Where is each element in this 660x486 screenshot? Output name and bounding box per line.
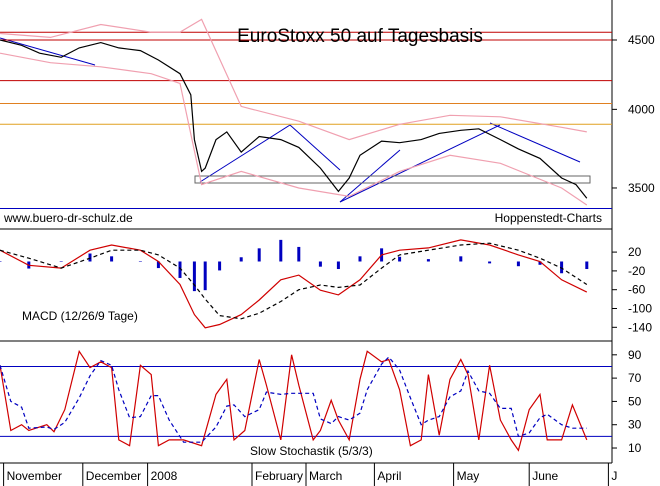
y-tick-label: 4500 [628,33,655,47]
histogram-bar [516,261,520,267]
histogram-bar [279,239,283,262]
histogram-bar [218,261,222,271]
trend-line [489,122,581,163]
histogram-bar [538,261,542,265]
x-tick-label: November [7,469,62,483]
series-line [0,242,588,320]
histogram-bar [585,261,589,270]
x-tick-label: J [611,469,617,483]
annotation: Hoppenstedt-Charts [495,211,602,225]
x-tick-label: 2008 [151,469,178,483]
y-tick-label: 90 [628,348,642,362]
x-tick-label: December [86,469,141,483]
histogram-bar [138,261,142,262]
annotation: www.buero-dr-schulz.de [3,211,133,225]
series-line [0,18,587,141]
histogram-bar [156,261,160,269]
y-tick-label: 3500 [628,181,655,195]
support-zone [194,175,591,184]
histogram-bar [297,246,301,262]
y-tick-label: 20 [628,245,642,259]
histogram-bar [560,261,564,274]
panel-label: MACD (12/26/9 Tage) [22,309,138,323]
y-tick-label: 70 [628,371,642,385]
histogram-bar [257,248,261,262]
histogram-bar [358,256,362,262]
histogram-bar [110,256,114,262]
histogram-bar [336,261,340,270]
y-tick-label: 4000 [628,102,655,116]
x-tick-label: May [457,469,480,483]
histogram-bar [318,261,322,267]
x-tick-label: June [532,469,558,483]
x-tick-label: February [255,469,303,483]
y-tick-label: 30 [628,418,642,432]
histogram-bar [459,256,463,262]
histogram-bar [203,261,207,291]
histogram-bar [192,261,196,292]
x-tick-label: April [377,469,401,483]
series-line [0,39,588,199]
series-line [0,356,587,443]
trend-line [199,124,291,183]
trend-line [289,124,341,171]
histogram-bar [59,261,63,262]
y-tick-label: -140 [628,320,652,334]
series-line [0,239,588,329]
panel-label: Slow Stochastik (5/3/3) [250,444,373,458]
series-line [0,349,588,452]
histogram-bar [0,261,2,262]
x-tick-label: March [309,469,342,483]
trend-line [339,124,501,203]
histogram-bar [178,261,182,278]
y-tick-label: -60 [628,283,646,297]
series-line [0,52,588,206]
histogram-bar [398,256,402,262]
chart-title: EuroStoxx 50 auf Tagesbasis [237,26,483,47]
y-tick-label: -20 [628,264,646,278]
trend-line [0,37,96,66]
histogram-bar [88,253,92,262]
histogram-bar [488,261,492,264]
histogram-bar [239,257,243,262]
y-tick-label: -100 [628,302,652,316]
histogram-bar [426,259,430,262]
y-tick-label: 50 [628,394,642,408]
y-tick-label: 10 [628,441,642,455]
